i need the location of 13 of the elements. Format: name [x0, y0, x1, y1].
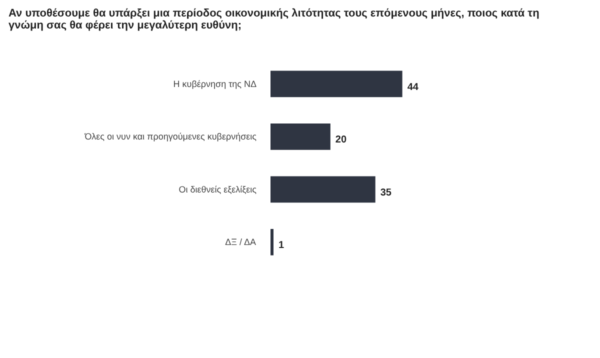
- bar: [270, 124, 330, 150]
- y-tick-label: Οι διεθνείς εξελίξεις: [178, 184, 258, 194]
- data-label: 1: [278, 240, 284, 252]
- bar: [270, 70, 402, 98]
- data-label: 20: [335, 134, 347, 146]
- data-label: 44: [407, 82, 419, 93]
- chart-title: Αν υποθέσουμε θα υπάρξει μια περίοδος οικονομικής λιτότητας τους επόμενους μήνες, ποιος κατά τη γνώμη σας θα φέρει την μεγαλύτερη ευθύνη;: [8, 8, 540, 32]
- y-tick-label: Όλες οι νυν και προηγούμενες κυβερνήσεις: [84, 132, 258, 142]
- y-tick-label: ΔΞ / ΔΑ: [225, 237, 256, 248]
- bar: [270, 228, 274, 256]
- y-tick-label: Η κυβέρνηση της ΝΔ: [173, 78, 257, 89]
- bar: [270, 176, 376, 203]
- data-label: 35: [380, 187, 392, 198]
